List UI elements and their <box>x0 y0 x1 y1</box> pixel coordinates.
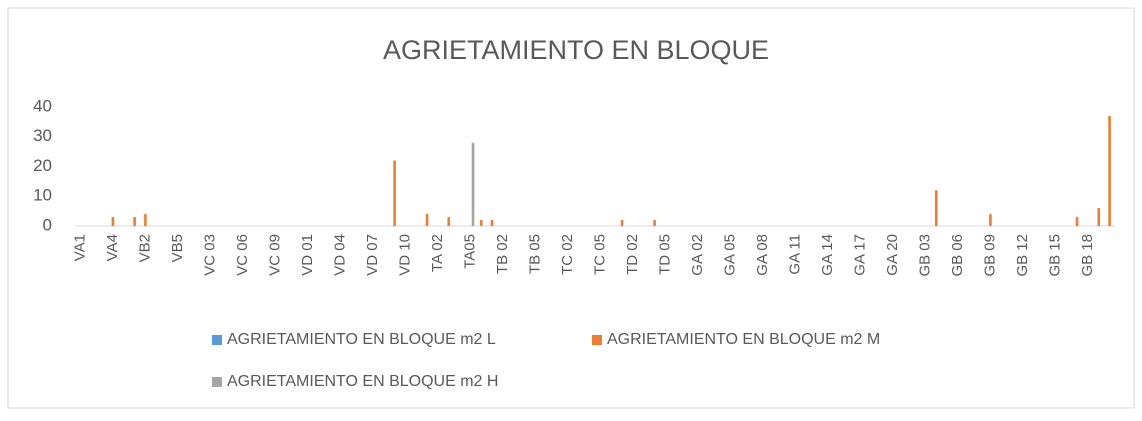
chart-border <box>7 7 1135 409</box>
x-tick-label: VB2 <box>136 234 153 262</box>
bar <box>447 217 451 226</box>
y-tick-label: 30 <box>33 126 52 145</box>
x-tick-label: VD 04 <box>331 234 348 276</box>
x-tick-label: TB 02 <box>494 234 511 274</box>
x-tick-label: VA1 <box>71 234 88 261</box>
x-tick-label: VD 10 <box>396 234 413 276</box>
x-tick-label: GB 18 <box>1079 234 1096 277</box>
legend-label: AGRIETAMIENTO EN BLOQUE m2 M <box>607 331 880 348</box>
y-tick-label: 0 <box>43 215 52 234</box>
x-tick-label: GA 17 <box>851 234 868 276</box>
x-tick-label: VB5 <box>169 234 186 262</box>
chart-title: AGRIETAMIENTO EN BLOQUE <box>383 35 769 65</box>
bar <box>479 220 483 226</box>
bar <box>1108 115 1111 226</box>
legend-swatch <box>212 335 222 345</box>
x-tick-label: TD 05 <box>656 234 673 275</box>
x-tick-label: TC 02 <box>559 234 576 275</box>
legend-label: AGRIETAMIENTO EN BLOQUE m2 L <box>227 331 496 348</box>
x-tick-label: GA 05 <box>721 234 738 276</box>
x-tick-label: GB 12 <box>1014 234 1031 277</box>
x-tick-label: GB 15 <box>1046 234 1063 277</box>
bar <box>989 214 992 226</box>
x-tick-label: GA 02 <box>689 234 706 276</box>
x-tick-label: GA 14 <box>819 234 836 276</box>
bar <box>111 217 115 226</box>
bar <box>393 160 396 226</box>
bar <box>653 220 656 226</box>
x-tick-label: VD 07 <box>364 234 381 276</box>
bar <box>133 217 136 226</box>
x-tick-label: GA 08 <box>754 234 771 276</box>
x-tick-label: VD 01 <box>299 234 316 276</box>
bar <box>425 214 429 226</box>
x-tick-label: VC 03 <box>201 234 218 276</box>
bar <box>144 214 147 226</box>
x-tick-label: TB 05 <box>526 234 543 274</box>
x-tick-label: VC 06 <box>234 234 251 276</box>
x-tick-label: GA 20 <box>884 234 901 276</box>
x-tick-label: GA 11 <box>786 234 803 275</box>
x-tick-label: TC 05 <box>591 234 608 275</box>
bar <box>471 142 475 226</box>
bar <box>620 220 624 226</box>
legend-swatch <box>212 377 222 387</box>
legend-swatch <box>592 335 602 345</box>
x-tick-label: VA4 <box>104 234 121 261</box>
x-tick-label: GB 09 <box>981 234 998 277</box>
y-tick-label: 10 <box>33 186 52 205</box>
x-tick-label: GB 03 <box>916 234 933 277</box>
y-tick-label: 40 <box>33 96 52 115</box>
x-tick-label: TA 02 <box>429 234 446 272</box>
y-tick-label: 20 <box>33 156 52 175</box>
x-tick-label: TD 02 <box>624 234 641 275</box>
x-tick-label: TA05 <box>461 234 478 269</box>
bar <box>1075 217 1079 226</box>
bar <box>1097 208 1101 226</box>
legend-label: AGRIETAMIENTO EN BLOQUE m2 H <box>227 373 498 390</box>
x-tick-label: VC 09 <box>266 234 283 276</box>
x-tick-label: GB 06 <box>949 234 966 277</box>
bar <box>934 190 938 226</box>
bar <box>490 220 494 226</box>
